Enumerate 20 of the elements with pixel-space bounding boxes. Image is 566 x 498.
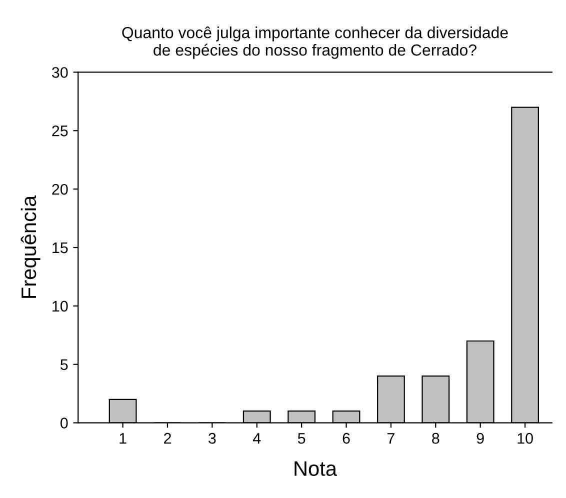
y-tick-label: 30 [52, 67, 68, 78]
y-tick-label: 20 [52, 184, 68, 195]
x-tick-label: 4 [252, 433, 261, 444]
x-tick-label: 8 [432, 432, 440, 444]
y-tick-label: 0 [60, 418, 68, 428]
x-tick-label: 6 [342, 432, 350, 444]
x-tick-label: 2 [164, 432, 171, 444]
x-axis-title: Nota [294, 461, 337, 476]
y-tick-label: 15 [52, 242, 68, 254]
chart-title: Quanto você julga importante conhecer da diversidade de espécies do nosso fragmento de Cerrado? [122, 26, 508, 59]
x-tick-label: 5 [298, 433, 306, 444]
x-tick-label: 7 [387, 433, 394, 444]
y-tick-label: 5 [60, 359, 68, 370]
y-axis-title: Frequência [20, 195, 40, 298]
x-tick-label: 10 [518, 432, 533, 444]
y-tick-label: 10 [52, 300, 68, 312]
x-tick-label: 9 [476, 432, 484, 444]
y-tick-label: 25 [52, 126, 68, 136]
x-tick-label: 3 [208, 432, 216, 444]
x-tick-label: 1 [120, 433, 126, 444]
